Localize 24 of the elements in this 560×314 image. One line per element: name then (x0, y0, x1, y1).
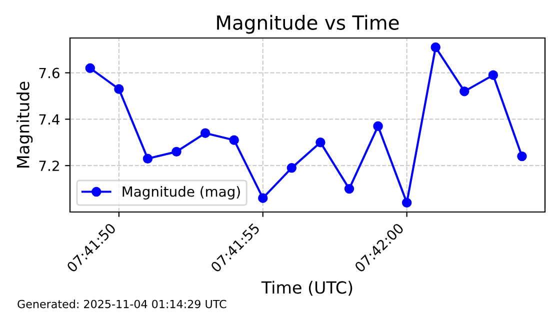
point (172, 146, 182, 157)
point (402, 198, 412, 208)
text: Generated: 2025-11-04 01:14:29 UTC (18, 300, 226, 308)
point (142, 154, 153, 164)
point (460, 86, 470, 96)
chart-title: Magnitude vs Time (217, 14, 399, 34)
point (488, 70, 498, 80)
point (258, 193, 268, 203)
legend-label: Magnitude (mag) (122, 186, 240, 200)
y-tick-label: 7.4 (39, 114, 60, 124)
point (114, 84, 124, 94)
point (344, 184, 354, 194)
point (373, 121, 383, 132)
point (85, 63, 96, 74)
point (200, 128, 210, 138)
point (430, 42, 440, 52)
y-axis-title: Magnitude (16, 82, 33, 168)
point (316, 138, 326, 148)
point (229, 135, 239, 145)
y-tick-label: 7.6 (39, 68, 60, 78)
point (517, 151, 527, 162)
point (286, 163, 297, 173)
x-axis-title: Time (UTC) (261, 280, 352, 296)
y-tick-label: 7.2 (39, 160, 59, 171)
